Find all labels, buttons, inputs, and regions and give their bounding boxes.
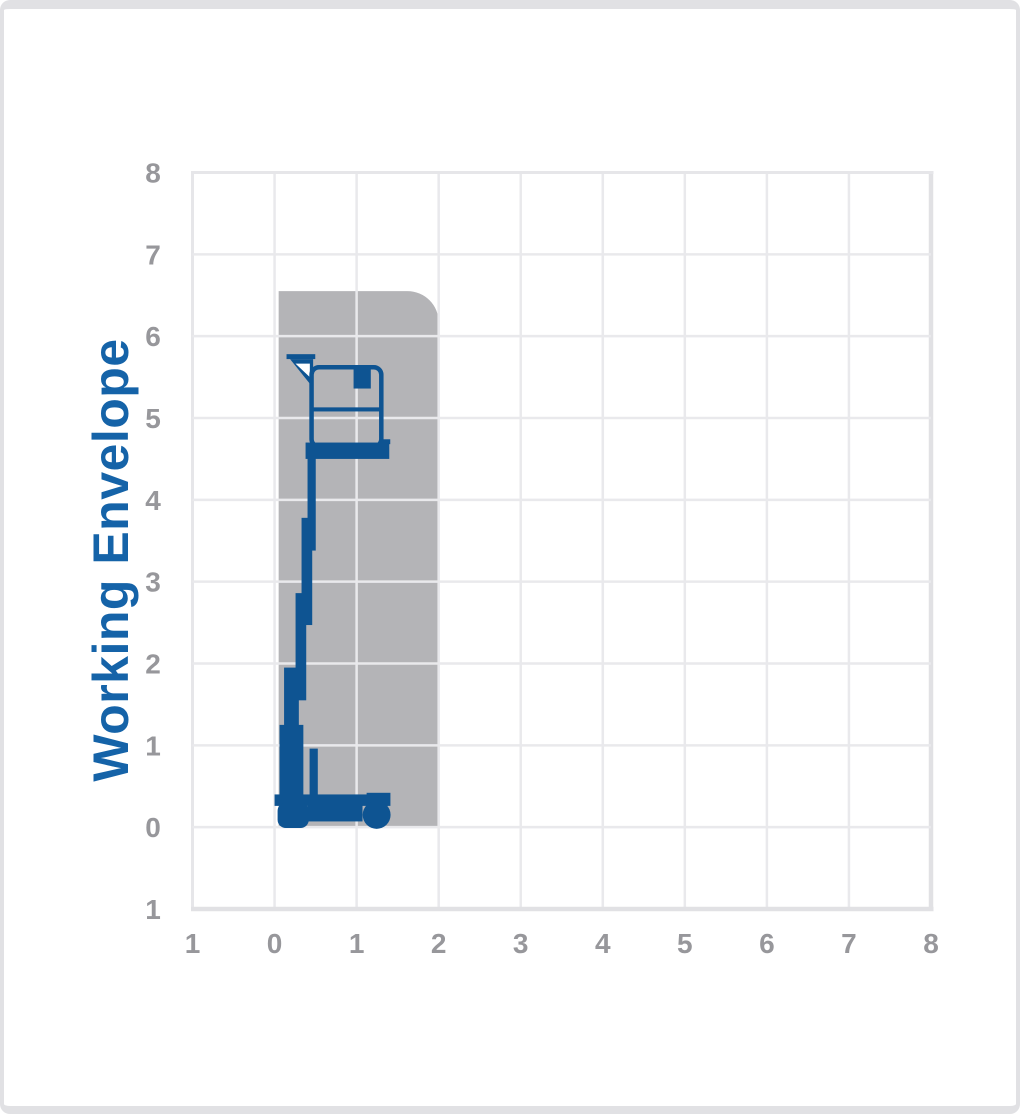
x-tick-label: 1 xyxy=(349,928,365,959)
floor-lip xyxy=(382,439,391,445)
mid-rail xyxy=(311,407,382,412)
y-tick-label: 5 xyxy=(145,403,161,434)
x-tick-label: 1 xyxy=(185,928,201,959)
y-tick-label: 2 xyxy=(145,649,161,680)
y-tick-label: 0 xyxy=(145,812,161,843)
y-tick-label: 3 xyxy=(145,567,161,598)
mast-section-1 xyxy=(307,457,316,551)
jib-bar xyxy=(286,354,316,360)
chassis-bottom xyxy=(307,805,363,822)
y-tick-label: 7 xyxy=(145,239,161,270)
x-tick-label: 8 xyxy=(923,928,939,959)
x-tick-label: 6 xyxy=(759,928,775,959)
mast-section-3 xyxy=(295,593,307,701)
working-envelope-region xyxy=(278,291,439,828)
mast-base xyxy=(279,724,304,797)
y-tick-label: 4 xyxy=(145,485,161,516)
y-tick-label: 6 xyxy=(145,321,161,352)
mast-section-4 xyxy=(284,667,299,728)
y-tick-label: 1 xyxy=(145,894,161,925)
left-wheel xyxy=(277,802,309,828)
grid-lines xyxy=(191,171,934,912)
control-box xyxy=(353,368,371,389)
x-tick-label: 3 xyxy=(513,928,529,959)
platform-floor xyxy=(305,442,390,459)
y-tick-label: 8 xyxy=(145,158,161,189)
x-tick-label: 4 xyxy=(595,928,611,959)
x-tick-label: 2 xyxy=(431,928,447,959)
y-tick-label: 1 xyxy=(145,730,161,761)
x-tick-label: 7 xyxy=(841,928,857,959)
mast-lift-illustration xyxy=(274,354,391,829)
jib-truss-cutout-1 xyxy=(295,363,310,378)
mast-section-2 xyxy=(301,517,313,626)
x-tick-label: 5 xyxy=(677,928,693,959)
right-wheel xyxy=(362,800,391,829)
lift-post xyxy=(309,748,318,797)
chassis-deck xyxy=(274,794,388,806)
x-tick-label: 0 xyxy=(267,928,283,959)
